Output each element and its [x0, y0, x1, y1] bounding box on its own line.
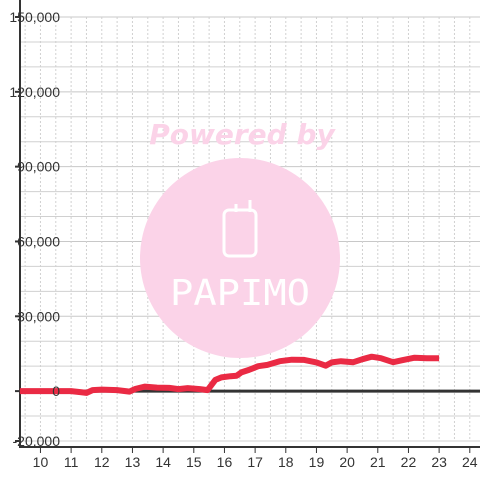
x-tick-label: 17: [247, 454, 263, 470]
x-tick-label: 14: [155, 454, 171, 470]
y-tick-label: -20,000: [13, 433, 61, 449]
chart-series: [19, 353, 440, 396]
x-tick-label: 10: [33, 454, 49, 470]
y-tick-label: 0: [52, 383, 60, 399]
x-tick-label: 15: [186, 454, 202, 470]
x-tick-label: 18: [278, 454, 294, 470]
x-tick-label: 21: [370, 454, 386, 470]
y-tick-label: 90,000: [17, 159, 60, 175]
x-tick-label: 13: [125, 454, 141, 470]
chart-tick-labels: -20,000 0 30,000 60,000 90,000 120,000 150,000…: [9, 9, 477, 470]
x-tick-label: 16: [217, 454, 233, 470]
x-tick-label: 23: [431, 454, 447, 470]
papimo-watermark: Powered by PAPIMO: [140, 118, 340, 358]
series-line: [19, 353, 440, 396]
y-tick-label: 30,000: [17, 308, 60, 324]
x-tick-label: 12: [94, 454, 110, 470]
watermark-logo-text: PAPIMO: [170, 273, 310, 314]
x-tick-label: 22: [401, 454, 417, 470]
phone-icon: [222, 200, 258, 258]
x-tick-label: 20: [339, 454, 355, 470]
x-tick-label: 11: [64, 454, 79, 470]
y-tick-label: 120,000: [9, 84, 60, 100]
x-tick-label: 19: [309, 454, 325, 470]
watermark-powered-by: Powered by: [149, 118, 336, 151]
y-tick-label: 60,000: [17, 233, 60, 249]
y-tick-label: 150,000: [9, 9, 60, 25]
x-tick-label: 24: [462, 454, 478, 470]
watermark-circle: [140, 158, 340, 358]
